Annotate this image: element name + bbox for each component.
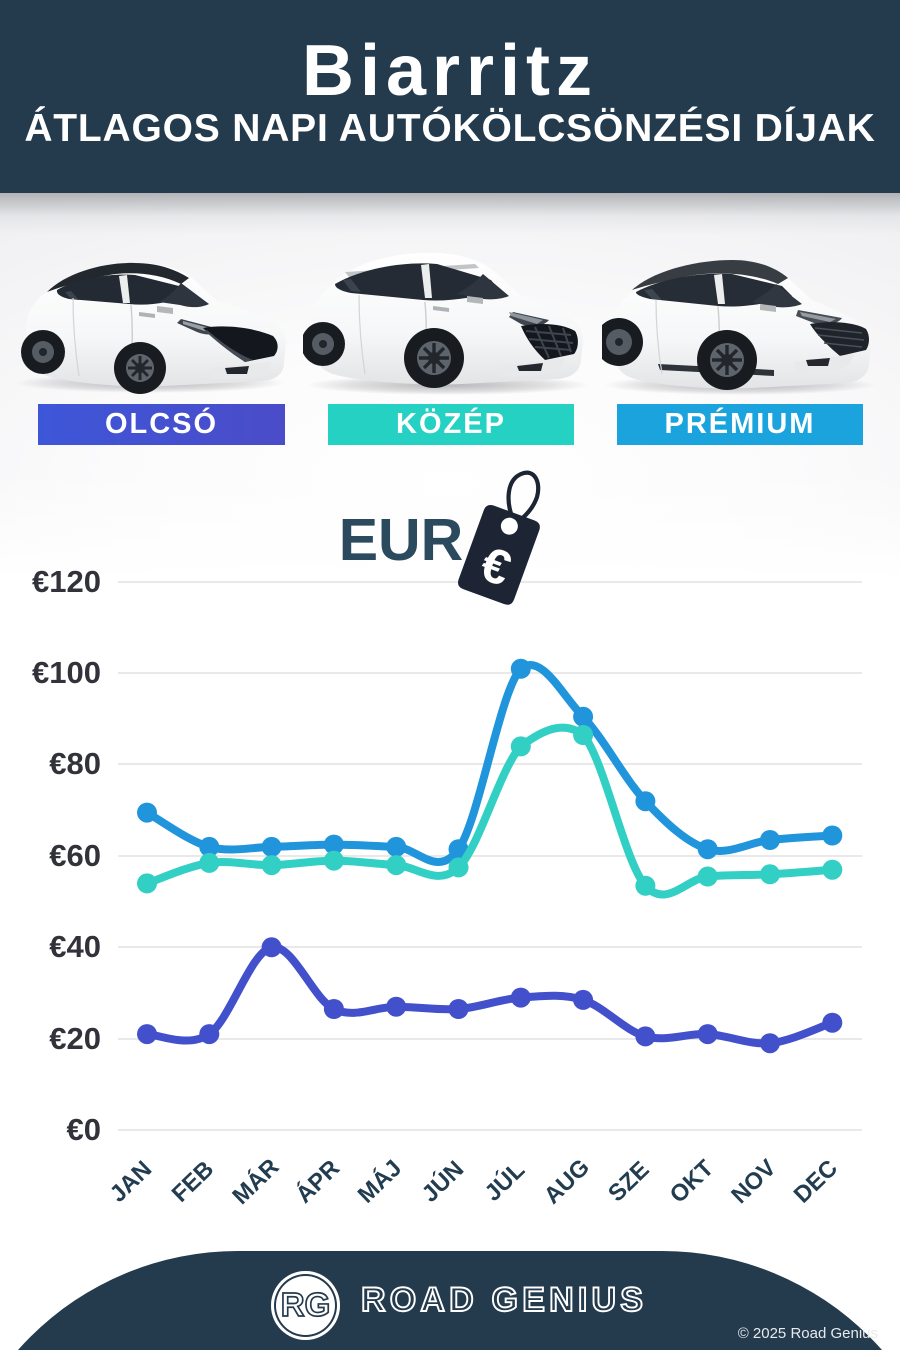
svg-text:€60: €60 — [49, 838, 101, 873]
svg-text:ÁPR: ÁPR — [290, 1154, 344, 1208]
svg-text:SZE: SZE — [603, 1156, 654, 1206]
svg-text:MÁJ: MÁJ — [352, 1154, 406, 1208]
svg-text:MÁR: MÁR — [226, 1153, 283, 1210]
svg-text:€40: €40 — [49, 929, 101, 964]
svg-text:OKT: OKT — [665, 1154, 719, 1208]
svg-text:FEB: FEB — [167, 1156, 219, 1207]
svg-text:NOV: NOV — [726, 1154, 781, 1208]
svg-text:€80: €80 — [49, 746, 101, 781]
svg-text:€20: €20 — [49, 1021, 101, 1056]
svg-text:€120: €120 — [32, 564, 101, 599]
svg-text:AUG: AUG — [539, 1154, 595, 1209]
svg-text:DEC: DEC — [789, 1155, 843, 1208]
svg-text:€0: €0 — [67, 1112, 101, 1147]
svg-text:€100: €100 — [32, 655, 101, 690]
svg-text:JAN: JAN — [105, 1156, 157, 1207]
svg-text:EUR: EUR — [339, 507, 464, 573]
svg-text:JÚL: JÚL — [479, 1156, 530, 1206]
svg-text:JÚN: JÚN — [416, 1155, 469, 1207]
